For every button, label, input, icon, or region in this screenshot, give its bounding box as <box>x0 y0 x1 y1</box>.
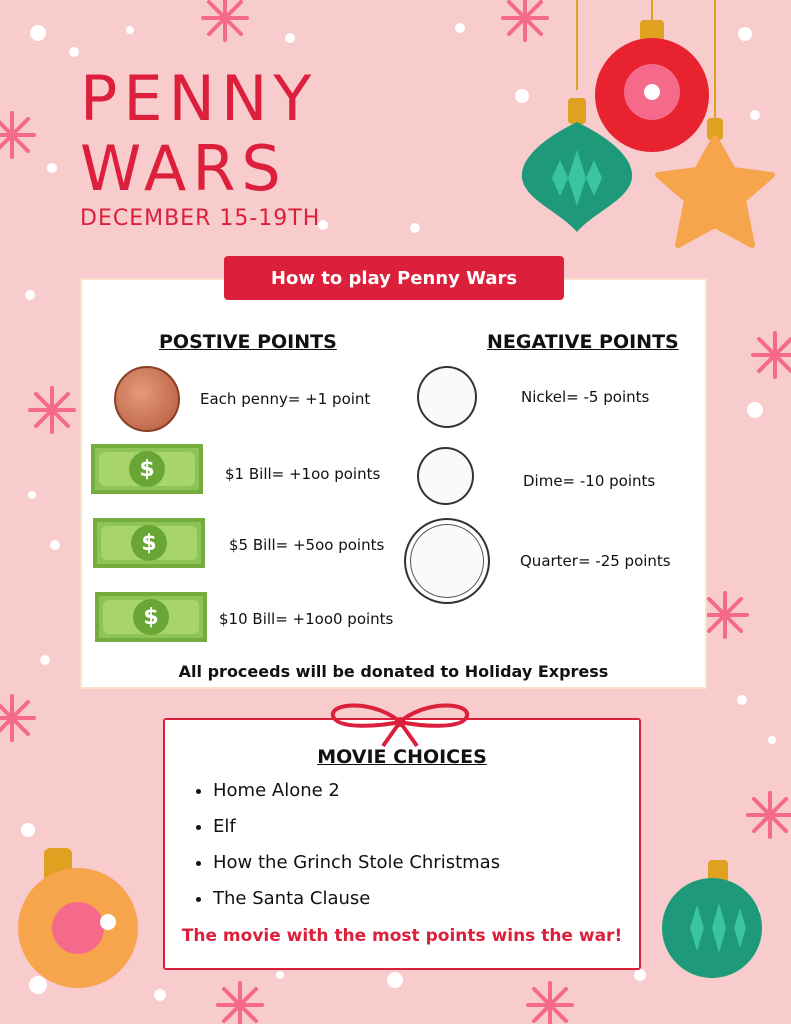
how-to-play-banner: How to play Penny Wars <box>224 256 564 300</box>
dollar-bill-icon: $ <box>95 592 207 642</box>
winner-note: The movie with the most points wins the … <box>181 926 623 946</box>
title-line-1: PENNY <box>80 62 318 135</box>
dollar-bill-icon: $ <box>91 444 203 494</box>
negative-item-label: Quarter= -25 points <box>520 552 671 570</box>
positive-item-label: $10 Bill= +1oo0 points <box>219 610 394 628</box>
positive-item-label: Each penny= +1 point <box>200 390 371 408</box>
quarter-icon <box>404 518 490 604</box>
movie-item: Home Alone 2 <box>213 780 500 816</box>
movie-choices-heading: MOVIE CHOICES <box>317 746 487 768</box>
penny-icon <box>114 366 180 432</box>
dollar-sign: $ <box>129 451 165 487</box>
dollar-bill-icon: $ <box>93 518 205 568</box>
ribbon-bow-icon <box>331 703 469 748</box>
movie-choices-box: MOVIE CHOICES Home Alone 2 Elf How the G… <box>163 718 641 970</box>
proceeds-note: All proceeds will be donated to Holiday … <box>178 662 609 681</box>
positive-points-heading: POSTIVE POINTS <box>159 331 337 353</box>
event-dates: DECEMBER 15-19TH <box>80 206 321 231</box>
movie-list: Home Alone 2 Elf How the Grinch Stole Ch… <box>213 780 500 924</box>
ornament-green-teardrop-icon <box>521 0 633 232</box>
positive-item-label: $1 Bill= +1oo points <box>225 465 381 483</box>
title-line-2: WARS <box>80 132 287 205</box>
movie-item: Elf <box>213 816 500 852</box>
ornament-star-icon <box>655 0 775 248</box>
positive-item-label: $5 Bill= +5oo points <box>229 536 385 554</box>
nickel-icon <box>417 366 477 428</box>
ornament-red-icon <box>595 0 709 152</box>
negative-item-label: Dime= -10 points <box>523 472 656 490</box>
ornament-orange-icon <box>18 848 138 988</box>
negative-item-label: Nickel= -5 points <box>521 388 650 406</box>
movie-item: The Santa Clause <box>213 888 500 924</box>
negative-points-heading: NEGATIVE POINTS <box>487 331 679 353</box>
movie-item: How the Grinch Stole Christmas <box>213 852 500 888</box>
dollar-sign: $ <box>133 599 169 635</box>
ornament-green-icon <box>662 860 762 978</box>
dime-icon <box>417 447 474 505</box>
dollar-sign: $ <box>131 525 167 561</box>
